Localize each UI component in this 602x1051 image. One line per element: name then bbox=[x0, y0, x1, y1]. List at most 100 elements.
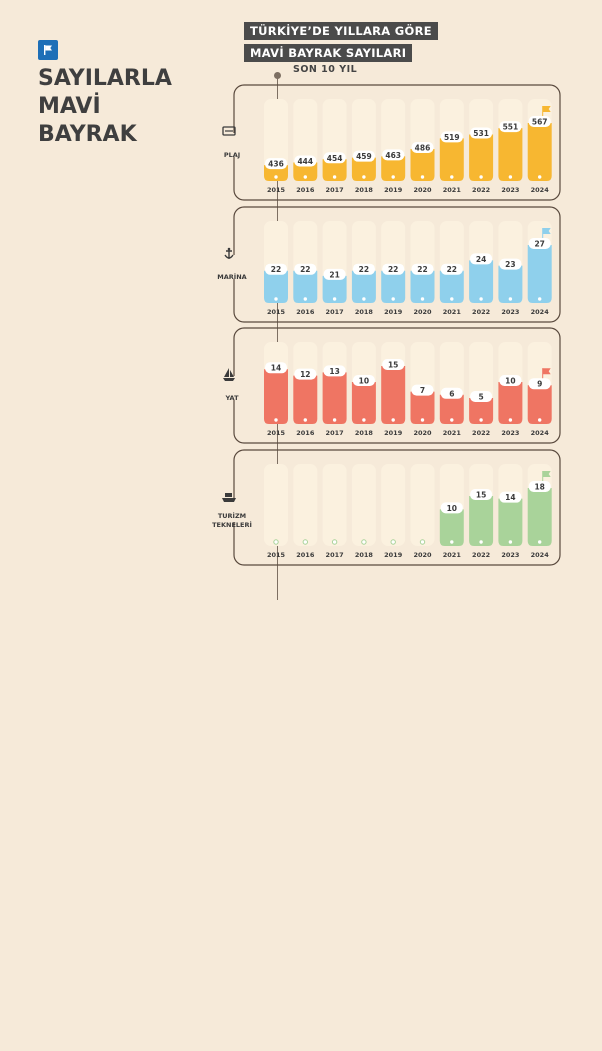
chart-title: TÜRKİYE’DE YILLARA GÖRE MAVİ BAYRAK SAYI… bbox=[244, 20, 444, 64]
x-tick-label: 2015 bbox=[267, 551, 286, 559]
flag-logo-icon bbox=[38, 40, 58, 60]
bar-dot bbox=[478, 174, 484, 180]
bar bbox=[469, 496, 494, 546]
bar-track bbox=[410, 464, 435, 546]
chart-title-line-1: TÜRKİYE’DE YILLARA GÖRE bbox=[244, 22, 438, 40]
x-tick-label: 2017 bbox=[326, 429, 344, 437]
data-label: 459 bbox=[356, 152, 372, 161]
data-label: 531 bbox=[473, 129, 489, 138]
bar-dot bbox=[302, 174, 308, 180]
x-tick-label: 2018 bbox=[355, 429, 374, 437]
anchor-icon bbox=[224, 247, 234, 259]
bar bbox=[498, 128, 523, 181]
x-tick-label: 2016 bbox=[296, 308, 315, 316]
bar-dot bbox=[331, 296, 338, 302]
bar bbox=[410, 149, 435, 181]
data-label: 7 bbox=[420, 386, 425, 395]
chart-subtitle: SON 10 YIL bbox=[293, 64, 358, 75]
bar bbox=[293, 375, 318, 424]
panel-2: MARİNA 22 2015 22 2016 21 2017 22 2018 22 2019 22 20… bbox=[210, 206, 561, 323]
bar-dot bbox=[537, 539, 543, 545]
x-tick-label: 2019 bbox=[384, 551, 403, 559]
data-label: 22 bbox=[300, 265, 310, 274]
beach-icon bbox=[222, 126, 236, 136]
bar-track bbox=[351, 464, 376, 546]
bar bbox=[322, 159, 347, 181]
bar bbox=[498, 382, 523, 424]
bar-dot bbox=[273, 539, 279, 545]
bar-dot bbox=[419, 417, 426, 423]
bar bbox=[351, 157, 376, 181]
sailboat-icon bbox=[223, 368, 235, 381]
data-label: 22 bbox=[388, 265, 398, 274]
panel-3: YAT 14 2015 12 2016 13 2017 10 2018 15 2019 7 2020 6 2… bbox=[210, 327, 561, 444]
bar-dot bbox=[449, 417, 455, 423]
bar-track bbox=[293, 464, 318, 546]
bar-track bbox=[264, 464, 288, 546]
data-label: 5 bbox=[478, 393, 483, 402]
bar bbox=[527, 123, 552, 181]
bar-dot bbox=[331, 174, 338, 180]
bar-dot bbox=[419, 539, 426, 545]
bar bbox=[527, 385, 552, 424]
panel-label: YAT bbox=[224, 394, 239, 402]
data-label: 9 bbox=[537, 380, 542, 389]
x-tick-label: 2023 bbox=[501, 308, 519, 316]
data-label: 15 bbox=[476, 491, 486, 500]
bar bbox=[264, 369, 288, 424]
bar bbox=[351, 270, 376, 303]
main-title-line-3: BAYRAK bbox=[38, 122, 137, 147]
bar-dot bbox=[419, 296, 426, 302]
bar-dot bbox=[507, 539, 514, 545]
data-label: 12 bbox=[300, 370, 310, 379]
bar-dot bbox=[390, 417, 396, 423]
x-tick-label: 2024 bbox=[531, 186, 550, 194]
bar-dot bbox=[390, 539, 396, 545]
bar bbox=[527, 488, 552, 546]
data-label: 22 bbox=[417, 265, 427, 274]
data-label: 14 bbox=[505, 493, 515, 502]
x-tick-label: 2016 bbox=[296, 551, 315, 559]
bar bbox=[410, 391, 435, 424]
bar-dot bbox=[537, 174, 543, 180]
infographic: 2024 SAYILARLA MAVİ BAYRAK TÜRKİYE’DE YI… bbox=[38, 20, 561, 600]
data-label: 24 bbox=[476, 255, 486, 264]
bar bbox=[439, 138, 464, 181]
bar bbox=[381, 270, 406, 303]
bar bbox=[410, 270, 435, 303]
x-tick-label: 2017 bbox=[326, 551, 344, 559]
panel-label: PLAJ bbox=[224, 151, 240, 159]
x-tick-label: 2023 bbox=[501, 551, 519, 559]
x-tick-label: 2018 bbox=[355, 551, 374, 559]
x-tick-label: 2015 bbox=[267, 308, 286, 316]
bar-dot bbox=[507, 417, 514, 423]
data-label: 567 bbox=[532, 118, 548, 127]
x-tick-label: 2019 bbox=[384, 186, 403, 194]
data-label: 22 bbox=[447, 265, 457, 274]
x-tick-label: 2024 bbox=[531, 308, 550, 316]
bar-dot bbox=[537, 296, 543, 302]
chart-title-line-2: MAVİ BAYRAK SAYILARI bbox=[244, 44, 413, 62]
x-tick-label: 2021 bbox=[443, 429, 462, 437]
data-label: 6 bbox=[449, 389, 454, 398]
data-label: 436 bbox=[268, 160, 284, 169]
bar bbox=[527, 245, 552, 303]
x-tick-label: 2017 bbox=[326, 308, 344, 316]
x-tick-label: 2024 bbox=[531, 551, 550, 559]
flag-icon bbox=[542, 228, 551, 234]
panel-label: TURİZM bbox=[218, 511, 246, 520]
bar-dot bbox=[478, 539, 484, 545]
x-tick-label: 2020 bbox=[413, 186, 432, 194]
bar-dot bbox=[273, 174, 279, 180]
x-tick-label: 2016 bbox=[296, 429, 315, 437]
bar bbox=[322, 275, 347, 303]
data-label: 10 bbox=[359, 377, 369, 386]
bar-dot bbox=[331, 417, 338, 423]
bar-dot bbox=[507, 174, 514, 180]
bar-dot bbox=[302, 539, 308, 545]
bar-track bbox=[322, 464, 347, 546]
bar-dot bbox=[478, 296, 484, 302]
data-label: 463 bbox=[385, 151, 401, 160]
bar bbox=[351, 382, 376, 424]
bar-dot bbox=[478, 417, 484, 423]
